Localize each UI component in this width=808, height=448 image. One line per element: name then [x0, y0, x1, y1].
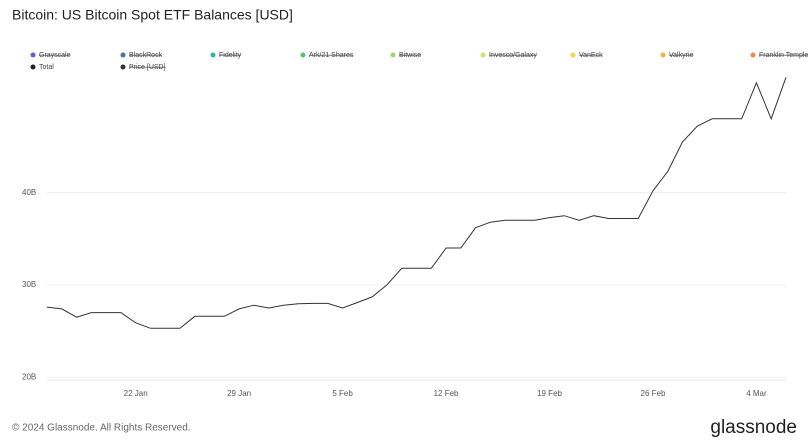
- y-tick-label: 40B: [22, 188, 36, 197]
- legend-marker: [390, 52, 396, 58]
- legend-label: Total: [39, 64, 54, 71]
- legend-label: Bitwise: [399, 52, 421, 59]
- x-tick-label: 29 Jan: [227, 389, 251, 398]
- x-tick-label: 19 Feb: [537, 389, 562, 398]
- x-tick-label: 4 Mar: [746, 389, 767, 398]
- legend-marker: [660, 52, 666, 58]
- legend-label: VanEck: [579, 52, 603, 59]
- chart-title: Bitcoin: US Bitcoin Spot ETF Balances [U…: [12, 7, 293, 23]
- legend-marker: [30, 64, 36, 70]
- legend-marker: [300, 52, 306, 58]
- legend-marker: [570, 52, 576, 58]
- data-line: [46, 77, 787, 329]
- brand-logo: glassnode: [710, 417, 797, 438]
- legend-label: Grayscale: [39, 52, 71, 59]
- y-tick-label: 20B: [22, 372, 36, 381]
- x-tick-label: 5 Feb: [332, 389, 353, 398]
- legend-marker: [210, 52, 216, 58]
- legend-label: Invesco/Galaxy: [489, 52, 537, 59]
- footer: © 2024 Glassnode. All Rights Reserved.: [12, 423, 191, 434]
- legend-marker: [480, 52, 486, 58]
- y-tick-label: 30B: [22, 280, 36, 289]
- x-tick-label: 26 Feb: [641, 389, 666, 398]
- legend-marker: [120, 52, 126, 58]
- legend-marker: [120, 64, 126, 70]
- legend-label: Price [USD]: [129, 64, 166, 71]
- legend-label: BlackRock: [129, 52, 163, 59]
- legend-label: Ark/21 Shares: [309, 52, 354, 59]
- legend-marker: [30, 52, 36, 58]
- legend-label: Valkyrie: [669, 52, 693, 59]
- x-tick-label: 12 Feb: [434, 389, 459, 398]
- legend-label: Fidelity: [219, 52, 242, 59]
- legend-label: Franklin Templeton: [759, 52, 808, 59]
- legend-marker: [750, 52, 756, 58]
- x-tick-label: 22 Jan: [124, 389, 148, 398]
